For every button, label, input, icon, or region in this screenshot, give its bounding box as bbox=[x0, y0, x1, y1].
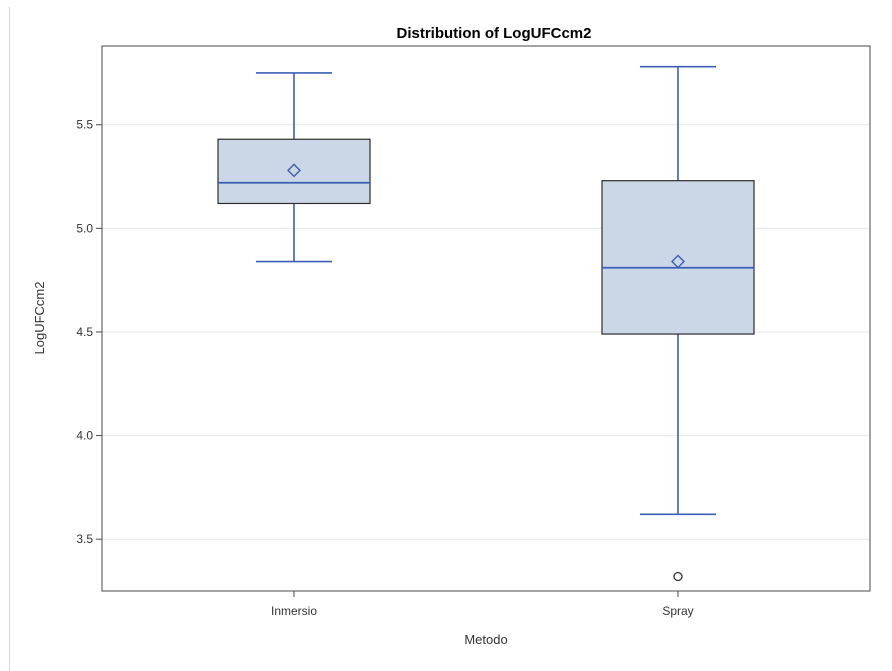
box-iqr bbox=[217, 138, 371, 205]
x-tick-label: Spray bbox=[662, 604, 693, 618]
chart-frame bbox=[9, 7, 890, 671]
box-group-inmersio bbox=[217, 72, 371, 263]
boxes bbox=[217, 65, 755, 582]
mean-marker bbox=[671, 254, 685, 269]
x-axis-ticks: Inmersio Spray bbox=[271, 591, 694, 618]
y-axis-ticks: 3.5 4.0 4.5 5.0 5.5 bbox=[76, 118, 102, 546]
y-tick-label: 5.0 bbox=[76, 221, 93, 235]
plot-area bbox=[101, 45, 871, 592]
mean-marker bbox=[287, 163, 301, 178]
y-tick-label: 4.5 bbox=[76, 325, 93, 339]
box-group-spray bbox=[601, 65, 755, 582]
x-tick-label: Inmersio bbox=[271, 604, 317, 618]
y-axis-label: LogUFCcm2 bbox=[32, 282, 47, 355]
y-tick-label: 4.0 bbox=[76, 429, 93, 443]
grid-lines bbox=[102, 124, 870, 540]
y-tick-label: 3.5 bbox=[76, 532, 93, 546]
box-iqr bbox=[601, 180, 755, 335]
chart-title: Distribution of LogUFCcm2 bbox=[397, 25, 592, 42]
top-strip bbox=[0, 0, 892, 8]
outlier-point bbox=[673, 571, 683, 582]
x-axis-label: Metodo bbox=[464, 632, 507, 647]
y-tick-label: 5.5 bbox=[76, 118, 93, 132]
